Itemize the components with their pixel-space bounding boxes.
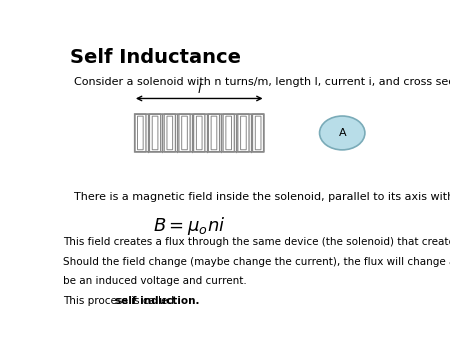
FancyBboxPatch shape [149,114,161,152]
FancyBboxPatch shape [211,116,217,150]
Text: be an induced voltage and current.: be an induced voltage and current. [63,276,247,286]
FancyBboxPatch shape [252,114,264,152]
FancyBboxPatch shape [196,116,202,150]
FancyBboxPatch shape [194,114,205,152]
Text: l: l [198,83,201,96]
Text: This process is called: This process is called [63,296,177,306]
FancyBboxPatch shape [152,116,158,150]
FancyBboxPatch shape [167,116,173,150]
FancyBboxPatch shape [208,114,220,152]
FancyBboxPatch shape [223,114,234,152]
Text: Self Inductance: Self Inductance [70,48,241,67]
Ellipse shape [320,116,365,150]
Text: Consider a solenoid with n turns/m, length l, current i, and cross sectional are: Consider a solenoid with n turns/m, leng… [74,77,450,87]
Text: There is a magnetic field inside the solenoid, parallel to its axis with value:: There is a magnetic field inside the sol… [74,192,450,201]
Text: This field creates a flux through the same device (the solenoid) that creates th: This field creates a flux through the sa… [63,237,450,247]
FancyBboxPatch shape [241,116,246,150]
FancyBboxPatch shape [226,116,231,150]
Text: self induction.: self induction. [115,296,199,306]
Text: Should the field change (maybe change the current), the flux will change and the: Should the field change (maybe change th… [63,257,450,267]
FancyBboxPatch shape [238,114,249,152]
FancyBboxPatch shape [255,116,261,150]
FancyBboxPatch shape [182,116,187,150]
FancyBboxPatch shape [138,116,143,150]
FancyBboxPatch shape [164,114,176,152]
FancyBboxPatch shape [179,114,190,152]
Text: $B = \mu_o ni$: $B = \mu_o ni$ [153,215,225,237]
Text: A: A [338,128,346,138]
FancyBboxPatch shape [135,114,146,152]
